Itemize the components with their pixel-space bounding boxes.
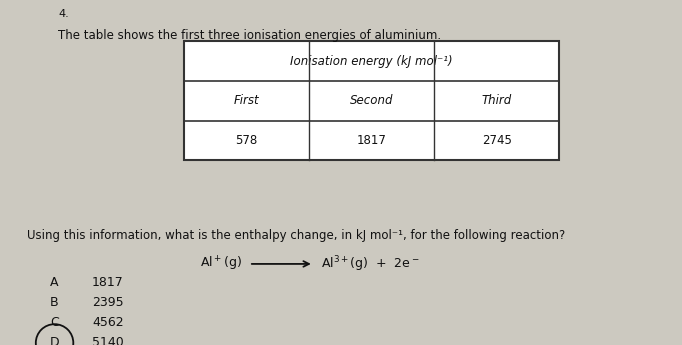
Text: B: B (50, 296, 59, 309)
Text: 2745: 2745 (481, 134, 512, 147)
Text: Second: Second (350, 95, 394, 107)
Text: 4562: 4562 (92, 316, 123, 329)
Text: Al$^{3+}$(g)  +  2e$^-$: Al$^{3+}$(g) + 2e$^-$ (321, 254, 419, 274)
Text: Using this information, what is the enthalpy change, in kJ mol⁻¹, for the follow: Using this information, what is the enth… (27, 229, 565, 243)
Text: 2395: 2395 (92, 296, 123, 309)
Text: A: A (50, 276, 59, 289)
Text: D: D (50, 336, 59, 345)
Text: 1817: 1817 (92, 276, 124, 289)
Text: 5140: 5140 (92, 336, 124, 345)
Text: 4.: 4. (58, 9, 69, 19)
Text: The table shows the first three ionisation energies of aluminium.: The table shows the first three ionisati… (58, 29, 441, 42)
Text: First: First (234, 95, 259, 107)
Text: Third: Third (481, 95, 512, 107)
Text: Ionisation energy (kJ mol⁻¹): Ionisation energy (kJ mol⁻¹) (291, 55, 453, 68)
Text: 1817: 1817 (357, 134, 387, 147)
Text: Al$^+$(g): Al$^+$(g) (201, 255, 242, 273)
Text: 578: 578 (235, 134, 258, 147)
Text: C: C (50, 316, 59, 329)
